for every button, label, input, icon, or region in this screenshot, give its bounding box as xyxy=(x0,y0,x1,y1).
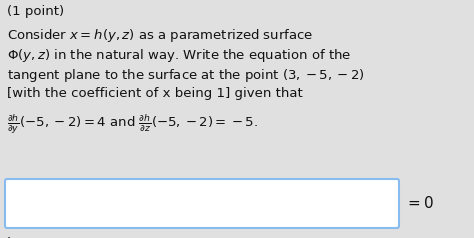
Text: $= 0$: $= 0$ xyxy=(405,195,434,212)
FancyBboxPatch shape xyxy=(5,179,399,228)
Text: $\Phi(y, z)$ in the natural way. Write the equation of the: $\Phi(y, z)$ in the natural way. Write t… xyxy=(7,47,351,64)
Text: Consider $x = h(y, z)$ as a parametrized surface: Consider $x = h(y, z)$ as a parametrized… xyxy=(7,27,313,44)
Text: .: . xyxy=(7,228,11,238)
Text: tangent plane to the surface at the point $(3, -5, -2)$: tangent plane to the surface at the poin… xyxy=(7,67,365,84)
Text: [with the coefficient of x being 1] given that: [with the coefficient of x being 1] give… xyxy=(7,87,303,100)
Text: (1 point): (1 point) xyxy=(7,5,64,18)
Text: $\frac{\partial h}{\partial y}(-5, -2) = 4$ and $\frac{\partial h}{\partial z}(-: $\frac{\partial h}{\partial y}(-5, -2) =… xyxy=(7,113,258,136)
